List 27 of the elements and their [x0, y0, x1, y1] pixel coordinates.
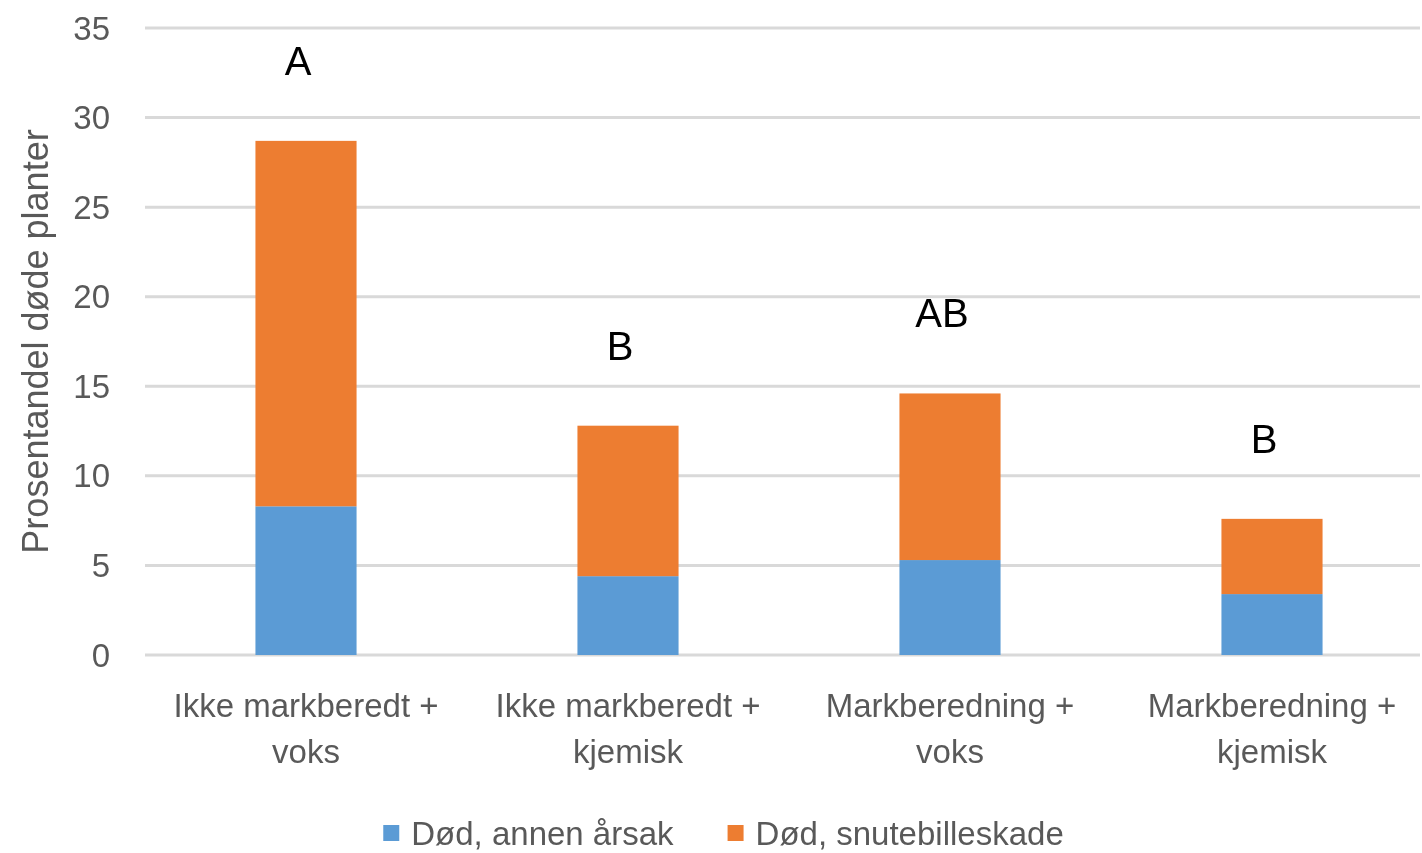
annotation: B — [606, 323, 634, 368]
y-tick-label: 15 — [73, 367, 110, 405]
annotation: B — [1250, 416, 1278, 461]
y-tick-label: 5 — [91, 546, 110, 584]
x-tick-label: Ikke markberedt + voks — [173, 686, 439, 770]
bar — [577, 425, 679, 577]
y-tick-label: 25 — [73, 188, 110, 226]
bar — [899, 560, 1001, 655]
bar — [255, 140, 357, 507]
y-tick-label: 35 — [73, 9, 110, 47]
y-tick-label: 10 — [73, 457, 110, 495]
y-tick-label: 30 — [73, 99, 110, 137]
bar — [899, 393, 1001, 561]
legend-label: Død, snutebilleskade — [755, 814, 1064, 852]
bar — [1221, 518, 1323, 595]
x-tick-label: Ikke markberedt + kjemisk — [495, 686, 761, 770]
x-tick-label: Markberedning + kjemisk — [1147, 686, 1397, 770]
y-tick-label: 20 — [73, 278, 110, 316]
y-tick-label: 0 — [91, 636, 110, 674]
annotation: A — [284, 38, 312, 83]
bar — [255, 506, 357, 655]
y-axis-title: Prosentandel døde planter — [14, 129, 56, 554]
legend-label: Død, annen årsak — [411, 814, 675, 852]
x-tick-label: Markberedning + voks — [825, 686, 1075, 770]
bar — [1221, 594, 1323, 655]
annotation: AB — [915, 291, 969, 336]
bar — [577, 576, 679, 655]
